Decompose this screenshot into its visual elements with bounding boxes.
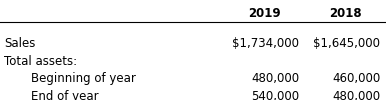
Text: 480,000: 480,000 xyxy=(332,90,380,100)
Text: 540,000: 540,000 xyxy=(251,90,299,100)
Text: 2019: 2019 xyxy=(248,7,281,20)
Text: Sales: Sales xyxy=(4,37,35,50)
Text: 480,000: 480,000 xyxy=(251,72,299,85)
Text: End of year: End of year xyxy=(31,90,98,100)
Text: 460,000: 460,000 xyxy=(332,72,380,85)
Text: Beginning of year: Beginning of year xyxy=(31,72,136,85)
Text: 2018: 2018 xyxy=(329,7,362,20)
Text: $1,734,000: $1,734,000 xyxy=(232,37,299,50)
Text: $1,645,000: $1,645,000 xyxy=(313,37,380,50)
Text: Total assets:: Total assets: xyxy=(4,55,77,68)
